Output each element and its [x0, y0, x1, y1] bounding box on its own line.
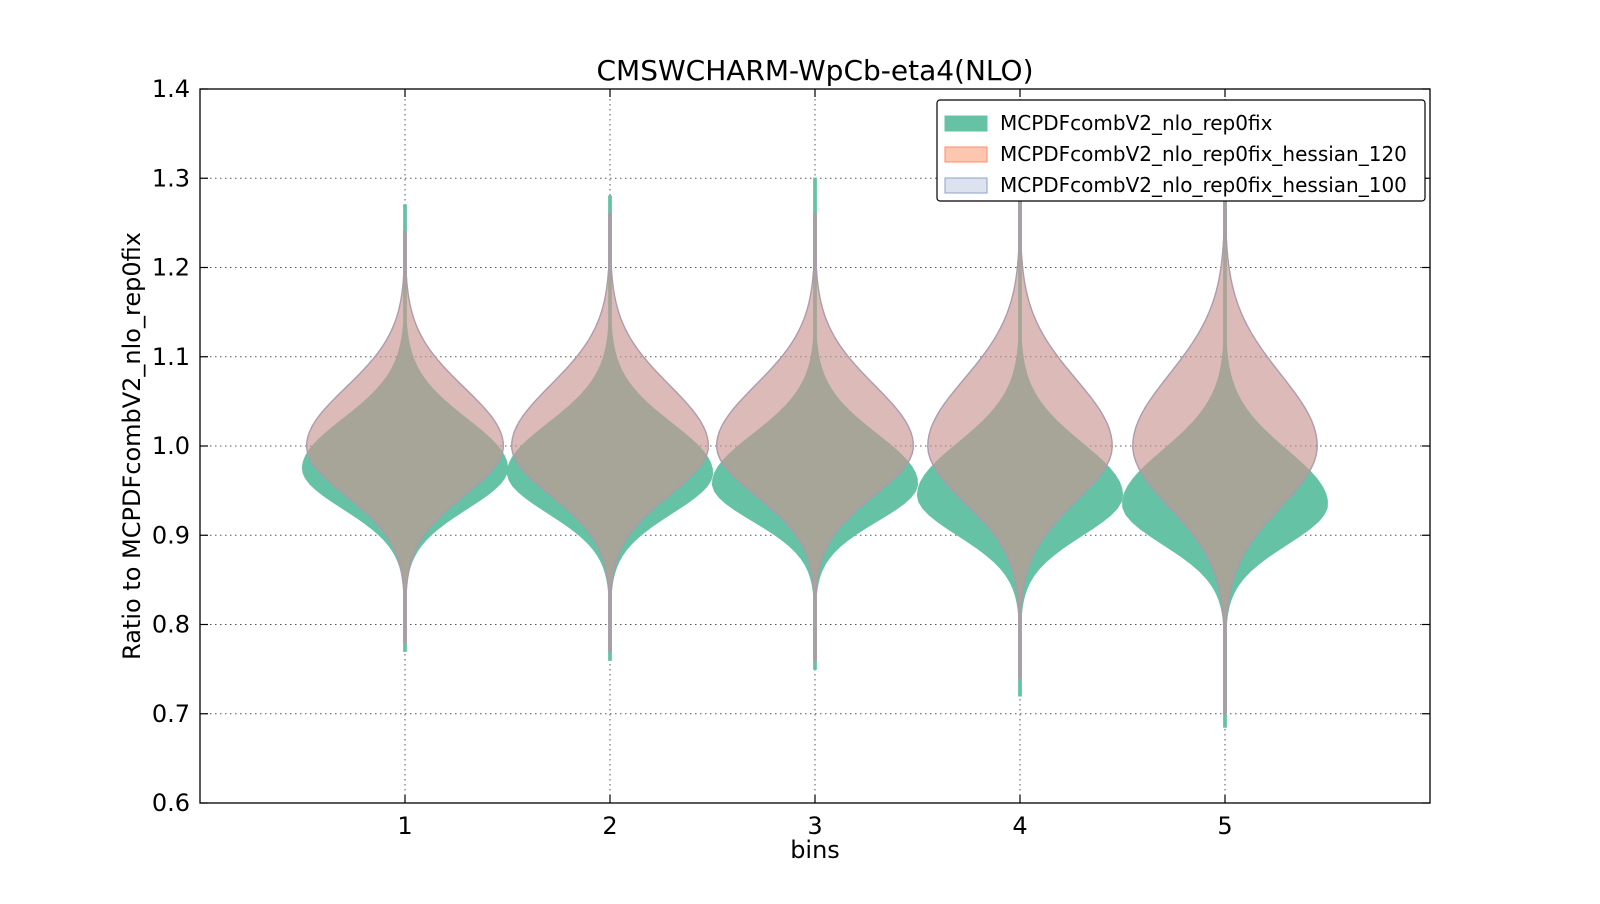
legend-label-1: MCPDFcombV2_nlo_rep0fix: [1000, 111, 1273, 135]
legend-items: MCPDFcombV2_nlo_rep0fix MCPDFcombV2_nlo_r…: [944, 111, 1407, 197]
y-tick-label: 1.4: [152, 75, 190, 103]
y-tick-label: 0.6: [152, 789, 190, 817]
y-tick-label: 1.1: [152, 343, 190, 371]
x-axis-label: bins: [790, 836, 840, 864]
x-axis-ticks: 1 2 3 4 5: [397, 89, 1233, 840]
legend-label-2: MCPDFcombV2_nlo_rep0fix_hessian_120: [1000, 142, 1407, 166]
x-tick-label: 4: [1012, 812, 1027, 840]
violin-series-3-bin-3: [716, 213, 914, 661]
y-tick-label: 0.8: [152, 611, 190, 639]
legend-swatch-2: [944, 146, 988, 163]
y-axis-label: Ratio to MCPDFcombV2_nlo_rep0fix: [118, 232, 146, 660]
legend-label-3: MCPDFcombV2_nlo_rep0fix_hessian_100: [1000, 173, 1407, 197]
legend-box: [936, 99, 1426, 202]
violin-series-3: [305, 168, 1318, 715]
x-tick-label: 5: [1217, 812, 1232, 840]
y-tick-label: 0.9: [152, 521, 190, 549]
violins: [301, 159, 1328, 728]
y-tick-label: 1.2: [152, 254, 190, 282]
legend-swatch-1: [944, 115, 988, 132]
legend-swatch-3: [944, 177, 988, 194]
x-tick-label: 2: [602, 812, 617, 840]
violin-series-3-bin-1: [305, 231, 505, 643]
chart-title: CMSWCHARM-WpCb-eta4(NLO): [596, 54, 1033, 87]
y-tick-label: 1.0: [152, 432, 190, 460]
y-axis-ticks: 0.6 0.7 0.8 0.9 1.0 1.1 1.2 1.3 1.4: [152, 75, 1430, 817]
x-tick-label: 1: [397, 812, 412, 840]
y-tick-label: 1.3: [152, 164, 190, 192]
x-tick-label: 3: [807, 812, 822, 840]
legend: MCPDFcombV2_nlo_rep0fix MCPDFcombV2_nlo_r…: [936, 99, 1426, 202]
y-tick-label: 0.7: [152, 700, 190, 728]
violin-series-3-bin-2: [511, 213, 709, 652]
